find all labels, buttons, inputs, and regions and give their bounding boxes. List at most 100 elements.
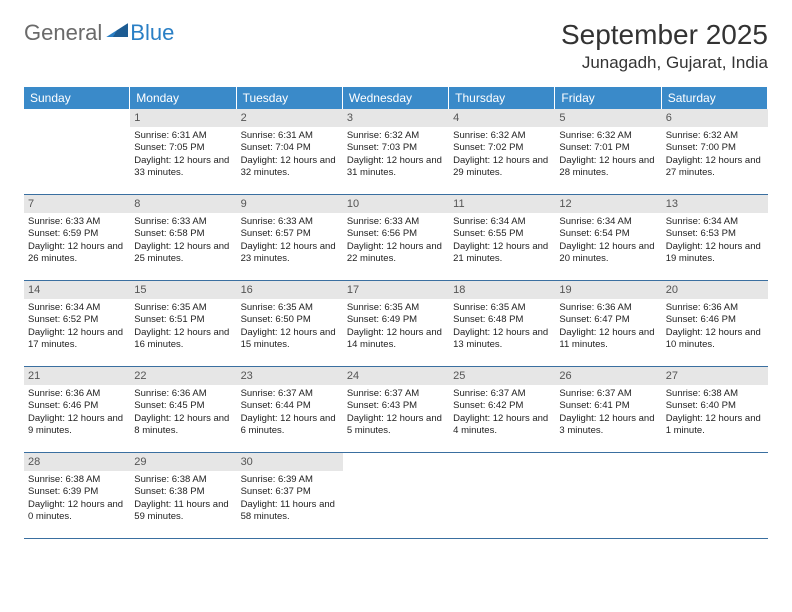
day-cell: 24Sunrise: 6:37 AMSunset: 6:43 PMDayligh… — [343, 367, 449, 453]
sunset-line: Sunset: 6:59 PM — [28, 228, 126, 240]
sunrise-line: Sunrise: 6:32 AM — [559, 130, 657, 142]
day-number: 14 — [24, 281, 130, 299]
day-cell: 20Sunrise: 6:36 AMSunset: 6:46 PMDayligh… — [662, 281, 768, 367]
daylight-line: Daylight: 11 hours and 58 minutes. — [241, 499, 339, 524]
day-details: Sunrise: 6:32 AMSunset: 7:02 PMDaylight:… — [449, 127, 555, 183]
sunrise-line: Sunrise: 6:33 AM — [28, 216, 126, 228]
day-details: Sunrise: 6:36 AMSunset: 6:46 PMDaylight:… — [24, 385, 130, 441]
daylight-line: Daylight: 12 hours and 17 minutes. — [28, 327, 126, 352]
sunrise-line: Sunrise: 6:35 AM — [134, 302, 232, 314]
day-cell: 28Sunrise: 6:38 AMSunset: 6:39 PMDayligh… — [24, 453, 130, 539]
day-number: 3 — [343, 109, 449, 127]
sunrise-line: Sunrise: 6:32 AM — [666, 130, 764, 142]
day-details: Sunrise: 6:37 AMSunset: 6:41 PMDaylight:… — [555, 385, 661, 441]
day-number: 25 — [449, 367, 555, 385]
empty-cell — [343, 453, 449, 539]
day-cell: 21Sunrise: 6:36 AMSunset: 6:46 PMDayligh… — [24, 367, 130, 453]
day-number: 19 — [555, 281, 661, 299]
daylight-line: Daylight: 12 hours and 16 minutes. — [134, 327, 232, 352]
sunrise-line: Sunrise: 6:32 AM — [347, 130, 445, 142]
day-cell: 1Sunrise: 6:31 AMSunset: 7:05 PMDaylight… — [130, 109, 236, 195]
empty-cell — [449, 453, 555, 539]
day-number: 8 — [130, 195, 236, 213]
day-details: Sunrise: 6:37 AMSunset: 6:42 PMDaylight:… — [449, 385, 555, 441]
daylight-line: Daylight: 12 hours and 14 minutes. — [347, 327, 445, 352]
sunrise-line: Sunrise: 6:37 AM — [559, 388, 657, 400]
sunset-line: Sunset: 6:58 PM — [134, 228, 232, 240]
day-details: Sunrise: 6:33 AMSunset: 6:59 PMDaylight:… — [24, 213, 130, 269]
day-cell: 3Sunrise: 6:32 AMSunset: 7:03 PMDaylight… — [343, 109, 449, 195]
day-details: Sunrise: 6:36 AMSunset: 6:46 PMDaylight:… — [662, 299, 768, 355]
sunset-line: Sunset: 6:41 PM — [559, 400, 657, 412]
day-cell: 18Sunrise: 6:35 AMSunset: 6:48 PMDayligh… — [449, 281, 555, 367]
day-cell: 9Sunrise: 6:33 AMSunset: 6:57 PMDaylight… — [237, 195, 343, 281]
sunrise-line: Sunrise: 6:31 AM — [241, 130, 339, 142]
day-details: Sunrise: 6:35 AMSunset: 6:51 PMDaylight:… — [130, 299, 236, 355]
sunset-line: Sunset: 6:49 PM — [347, 314, 445, 326]
day-cell: 29Sunrise: 6:38 AMSunset: 6:38 PMDayligh… — [130, 453, 236, 539]
day-details: Sunrise: 6:36 AMSunset: 6:45 PMDaylight:… — [130, 385, 236, 441]
sunset-line: Sunset: 7:02 PM — [453, 142, 551, 154]
day-cell: 16Sunrise: 6:35 AMSunset: 6:50 PMDayligh… — [237, 281, 343, 367]
daylight-line: Daylight: 12 hours and 19 minutes. — [666, 241, 764, 266]
day-number: 21 — [24, 367, 130, 385]
day-header: Thursday — [449, 87, 555, 109]
sunset-line: Sunset: 6:50 PM — [241, 314, 339, 326]
empty-cell — [24, 109, 130, 195]
sunset-line: Sunset: 6:40 PM — [666, 400, 764, 412]
day-number: 5 — [555, 109, 661, 127]
sunset-line: Sunset: 6:44 PM — [241, 400, 339, 412]
day-details: Sunrise: 6:37 AMSunset: 6:43 PMDaylight:… — [343, 385, 449, 441]
sunset-line: Sunset: 6:39 PM — [28, 486, 126, 498]
day-number: 13 — [662, 195, 768, 213]
sunrise-line: Sunrise: 6:35 AM — [241, 302, 339, 314]
daylight-line: Daylight: 12 hours and 28 minutes. — [559, 155, 657, 180]
sunset-line: Sunset: 7:01 PM — [559, 142, 657, 154]
sunrise-line: Sunrise: 6:34 AM — [666, 216, 764, 228]
day-cell: 2Sunrise: 6:31 AMSunset: 7:04 PMDaylight… — [237, 109, 343, 195]
sunset-line: Sunset: 6:48 PM — [453, 314, 551, 326]
day-number: 9 — [237, 195, 343, 213]
daylight-line: Daylight: 12 hours and 10 minutes. — [666, 327, 764, 352]
day-cell: 17Sunrise: 6:35 AMSunset: 6:49 PMDayligh… — [343, 281, 449, 367]
day-cell: 14Sunrise: 6:34 AMSunset: 6:52 PMDayligh… — [24, 281, 130, 367]
daylight-line: Daylight: 12 hours and 9 minutes. — [28, 413, 126, 438]
day-number: 26 — [555, 367, 661, 385]
day-details: Sunrise: 6:39 AMSunset: 6:37 PMDaylight:… — [237, 471, 343, 527]
sunset-line: Sunset: 7:04 PM — [241, 142, 339, 154]
day-number: 17 — [343, 281, 449, 299]
daylight-line: Daylight: 12 hours and 22 minutes. — [347, 241, 445, 266]
sunset-line: Sunset: 6:47 PM — [559, 314, 657, 326]
day-number: 6 — [662, 109, 768, 127]
day-cell: 12Sunrise: 6:34 AMSunset: 6:54 PMDayligh… — [555, 195, 661, 281]
daylight-line: Daylight: 12 hours and 11 minutes. — [559, 327, 657, 352]
sunset-line: Sunset: 6:45 PM — [134, 400, 232, 412]
day-number: 2 — [237, 109, 343, 127]
day-number: 23 — [237, 367, 343, 385]
title-block: September 2025 Junagadh, Gujarat, India — [561, 20, 768, 73]
day-number: 20 — [662, 281, 768, 299]
day-details: Sunrise: 6:38 AMSunset: 6:39 PMDaylight:… — [24, 471, 130, 527]
sunrise-line: Sunrise: 6:36 AM — [134, 388, 232, 400]
sunrise-line: Sunrise: 6:34 AM — [28, 302, 126, 314]
daylight-line: Daylight: 12 hours and 21 minutes. — [453, 241, 551, 266]
daylight-line: Daylight: 12 hours and 15 minutes. — [241, 327, 339, 352]
sunset-line: Sunset: 6:57 PM — [241, 228, 339, 240]
daylight-line: Daylight: 12 hours and 31 minutes. — [347, 155, 445, 180]
day-details: Sunrise: 6:33 AMSunset: 6:58 PMDaylight:… — [130, 213, 236, 269]
sunrise-line: Sunrise: 6:34 AM — [559, 216, 657, 228]
sunrise-line: Sunrise: 6:39 AM — [241, 474, 339, 486]
location: Junagadh, Gujarat, India — [561, 53, 768, 73]
day-number: 18 — [449, 281, 555, 299]
day-number: 28 — [24, 453, 130, 471]
daylight-line: Daylight: 12 hours and 20 minutes. — [559, 241, 657, 266]
month-title: September 2025 — [561, 20, 768, 51]
day-header: Wednesday — [343, 87, 449, 109]
day-number: 10 — [343, 195, 449, 213]
daylight-line: Daylight: 12 hours and 4 minutes. — [453, 413, 551, 438]
daylight-line: Daylight: 12 hours and 23 minutes. — [241, 241, 339, 266]
sunset-line: Sunset: 6:38 PM — [134, 486, 232, 498]
sunset-line: Sunset: 6:51 PM — [134, 314, 232, 326]
calendar-grid: SundayMondayTuesdayWednesdayThursdayFrid… — [24, 87, 768, 539]
day-number: 24 — [343, 367, 449, 385]
